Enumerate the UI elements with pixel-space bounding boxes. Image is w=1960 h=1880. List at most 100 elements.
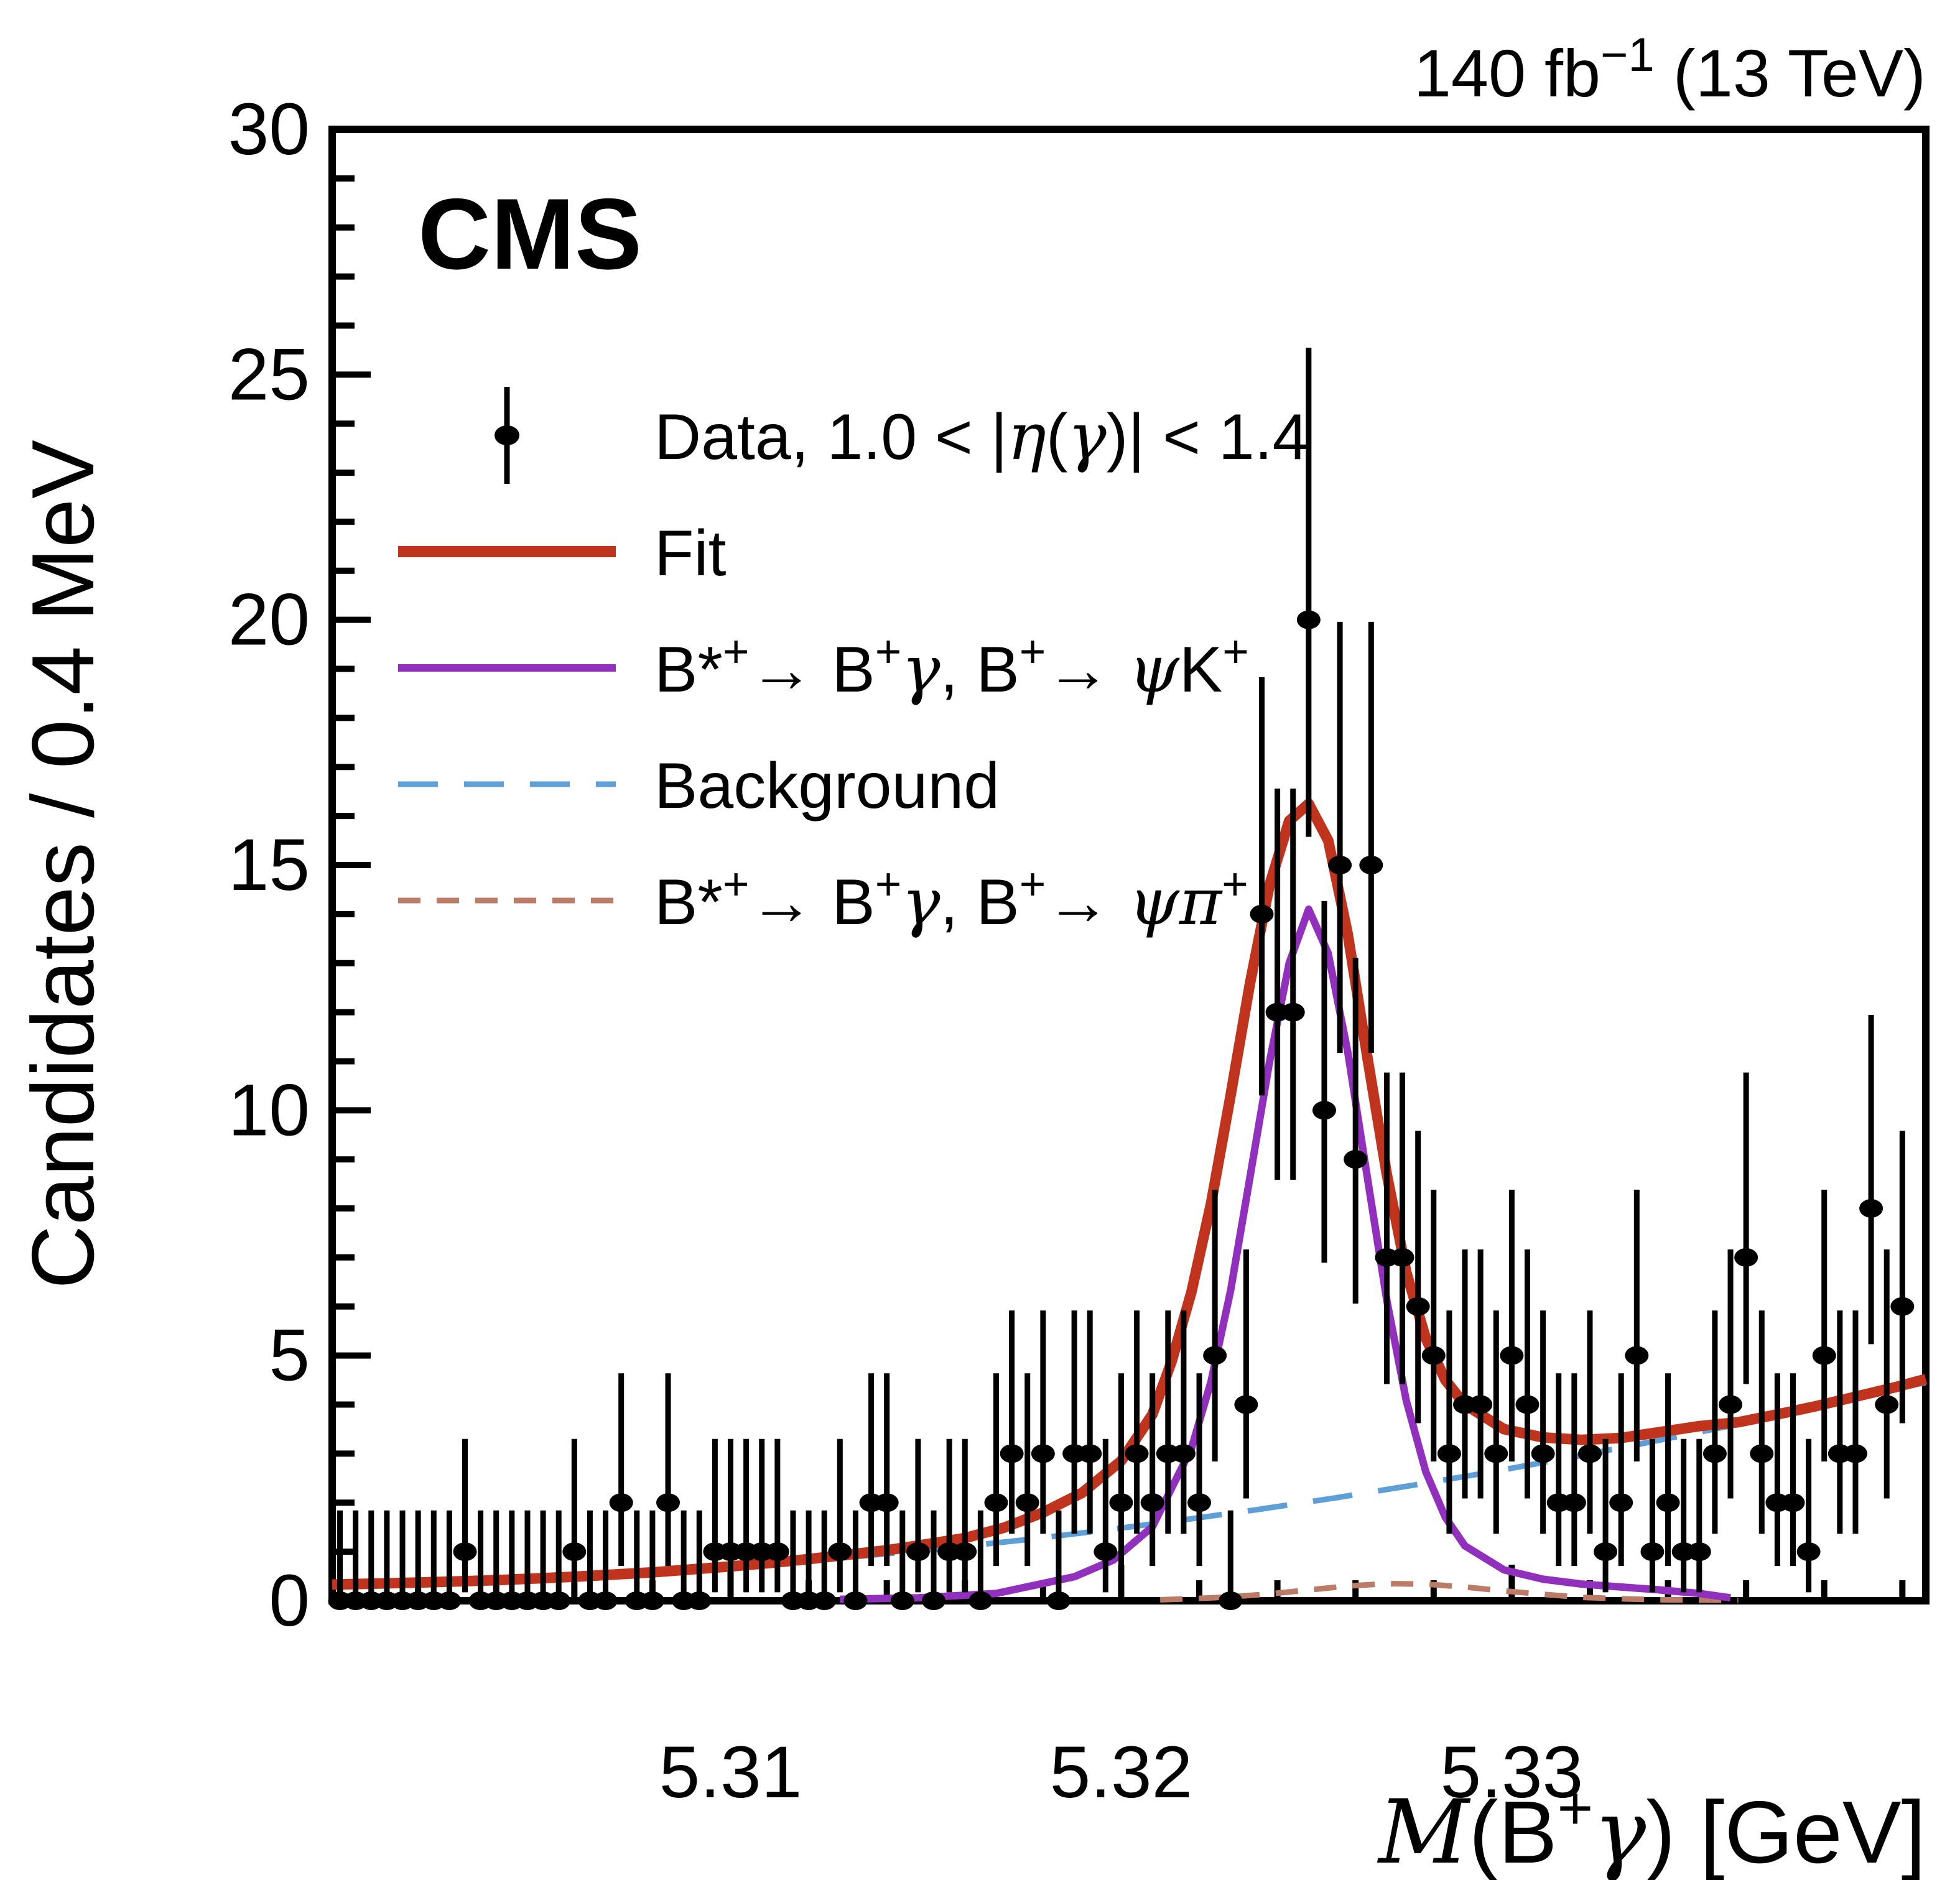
data-marker xyxy=(1171,1444,1196,1463)
axis-tick-labels: 5.31 5.32 5.33 0 5 10 15 20 25 30 xyxy=(228,88,1583,1813)
data-point xyxy=(1812,1189,1836,1461)
data-point xyxy=(562,1438,587,1593)
data-marker xyxy=(1609,1493,1633,1512)
data-point xyxy=(1015,1373,1039,1567)
data-marker xyxy=(1359,856,1383,874)
x-axis-title: M(B+γ) [GeV] xyxy=(1377,1773,1926,1880)
data-point xyxy=(1078,1310,1102,1534)
data-point xyxy=(1875,1249,1899,1499)
data-point xyxy=(1640,1438,1665,1593)
text-segment: γ xyxy=(1593,1781,1646,1880)
data-marker xyxy=(968,1591,993,1610)
data-point xyxy=(1656,1373,1680,1567)
data-marker xyxy=(1187,1493,1212,1512)
data-marker xyxy=(875,1493,899,1512)
text-segment: → B xyxy=(749,634,875,706)
data-point xyxy=(922,1510,946,1610)
data-point xyxy=(1859,1014,1883,1345)
text-segment: + xyxy=(875,859,902,909)
legend-label-background: Background xyxy=(654,750,1000,822)
data-marker xyxy=(1750,1444,1774,1463)
data-marker xyxy=(453,1542,477,1562)
data-marker xyxy=(1843,1444,1867,1463)
data-marker xyxy=(593,1591,618,1610)
text-segment: + xyxy=(1222,859,1248,909)
text-segment: + xyxy=(875,626,902,677)
data-point xyxy=(1625,1189,1649,1461)
data-marker xyxy=(812,1591,837,1610)
data-point xyxy=(1250,677,1274,1096)
data-marker xyxy=(1406,1297,1430,1316)
text-segment: , B xyxy=(941,866,1019,938)
data-marker xyxy=(687,1591,712,1610)
data-point xyxy=(609,1373,633,1567)
data-point xyxy=(1890,1131,1915,1424)
text-segment: −1 xyxy=(1600,29,1655,81)
data-point xyxy=(1796,1438,1821,1593)
data-marker xyxy=(1390,1248,1414,1267)
data-point xyxy=(1781,1373,1805,1567)
legend-label-data: Data, 1.0 < |η(γ)| < 1.4 xyxy=(654,399,1308,475)
data-point xyxy=(812,1510,837,1610)
data-point xyxy=(656,1373,680,1567)
text-segment: Background xyxy=(654,750,1000,822)
luminosity-label: 140 fb−1 (13 TeV) xyxy=(1414,29,1926,111)
data-marker xyxy=(1250,904,1274,924)
y-tick-label: 30 xyxy=(228,88,310,170)
data-marker xyxy=(1640,1542,1665,1562)
y-tick-label: 5 xyxy=(269,1315,310,1397)
legend: Data, 1.0 < |η(γ)| < 1.4 Fit B*+→ B+γ, B+→… xyxy=(398,387,1308,940)
data-point xyxy=(1671,1438,1696,1593)
data-point xyxy=(1562,1373,1586,1567)
legend-entry-signal_pion: B*+→ B+γ, B+→ ψπ+ xyxy=(398,859,1248,940)
data-marker xyxy=(1046,1591,1071,1610)
data-marker xyxy=(1031,1444,1055,1463)
x-tick-label: 5.31 xyxy=(659,1731,802,1813)
text-segment: Data, 1.0 < | xyxy=(654,401,1008,473)
data-point xyxy=(1546,1373,1571,1567)
legend-label-signal_kaon: B*+→ B+γ, B+→ ψK+ xyxy=(654,626,1249,707)
data-point xyxy=(1437,1310,1461,1534)
text-segment: + xyxy=(1019,626,1046,677)
data-marker xyxy=(1625,1346,1649,1365)
data-point xyxy=(843,1510,868,1610)
data-marker xyxy=(1719,1395,1743,1414)
text-segment: → xyxy=(1046,866,1128,938)
y-tick-label: 25 xyxy=(228,333,310,415)
data-point xyxy=(1344,958,1368,1304)
data-point xyxy=(1515,1249,1540,1499)
data-point xyxy=(1140,1373,1164,1567)
data-marker xyxy=(1890,1297,1915,1316)
data-marker xyxy=(1125,1444,1149,1463)
text-segment: )| < 1.4 xyxy=(1107,401,1309,473)
data-marker xyxy=(1812,1346,1836,1365)
text-segment: γ xyxy=(901,631,941,707)
data-point xyxy=(968,1510,993,1610)
data-point xyxy=(1421,1189,1446,1461)
data-point xyxy=(1046,1510,1071,1610)
data-marker xyxy=(890,1591,914,1610)
data-point xyxy=(547,1510,571,1610)
data-marker xyxy=(1421,1346,1446,1365)
data-point xyxy=(593,1510,618,1610)
data-point xyxy=(1171,1310,1196,1534)
text-segment: ψ xyxy=(1128,864,1180,940)
y-tick-label: 15 xyxy=(228,824,310,906)
text-segment: + xyxy=(1558,1773,1594,1842)
data-marker xyxy=(1312,1101,1336,1120)
data-marker xyxy=(1015,1493,1039,1512)
data-point xyxy=(906,1438,930,1593)
text-segment: , B xyxy=(941,634,1019,706)
data-marker xyxy=(1687,1542,1711,1562)
data-marker xyxy=(1328,856,1352,874)
text-segment: + xyxy=(723,859,750,909)
data-marker xyxy=(1203,1346,1227,1365)
text-segment: → B xyxy=(749,866,875,938)
data-point xyxy=(453,1438,477,1593)
data-marker xyxy=(1140,1493,1164,1512)
data-marker xyxy=(1531,1444,1555,1463)
data-point xyxy=(687,1510,712,1610)
data-marker xyxy=(1875,1395,1899,1414)
text-segment: Fit xyxy=(654,517,727,590)
